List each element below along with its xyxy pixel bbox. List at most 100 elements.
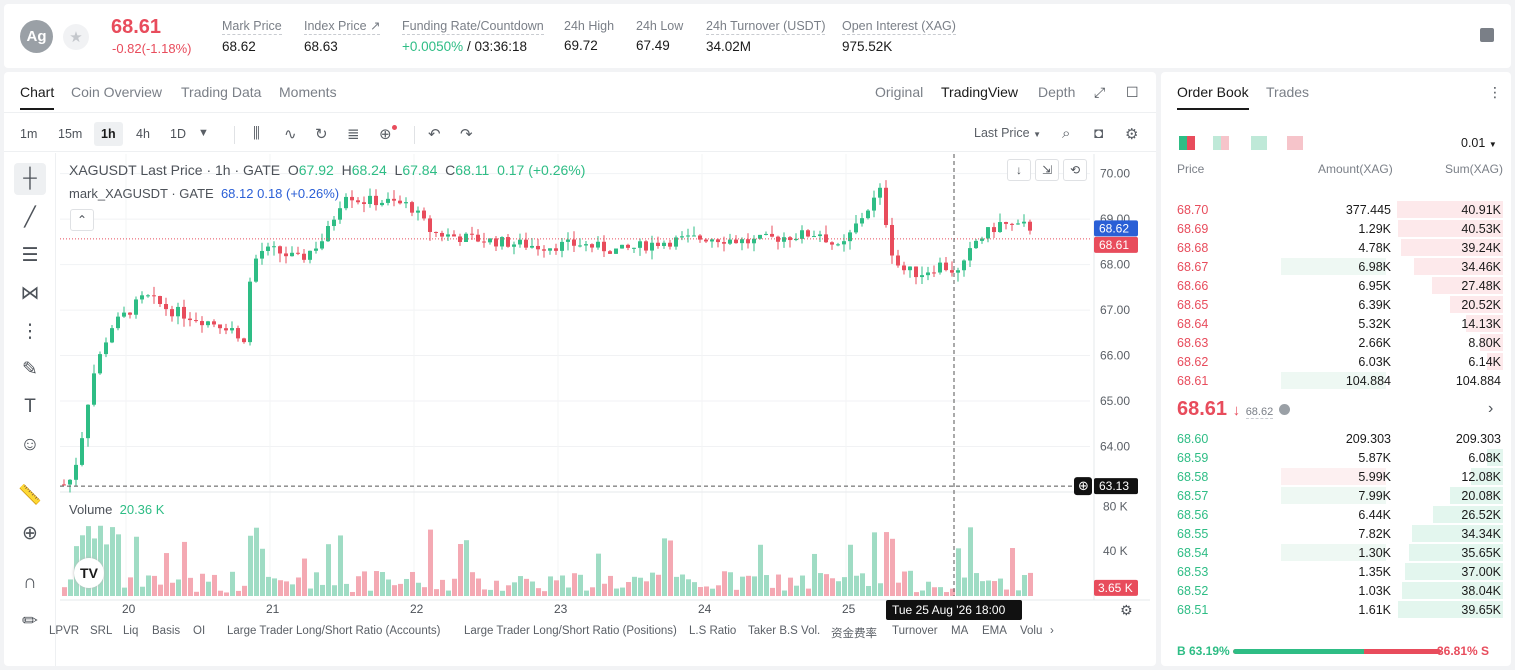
view-original[interactable]: Original: [875, 84, 924, 100]
ask-row[interactable]: 68.63 2.66K 8.80K: [1161, 333, 1511, 352]
stat-index-price[interactable]: Index Price ↗ 68.63: [304, 19, 381, 54]
template-icon[interactable]: ≣: [347, 126, 360, 143]
add-indicator-icon[interactable]: ⊕: [379, 125, 397, 143]
indicator-basis[interactable]: Basis: [152, 625, 181, 637]
tab-moments[interactable]: Moments: [279, 84, 337, 100]
pencil-icon[interactable]: ✏: [22, 610, 38, 632]
timeframe-4h[interactable]: 4h: [136, 127, 150, 141]
view-depth[interactable]: Depth: [1038, 84, 1076, 100]
pattern-icon[interactable]: ⋈: [20, 282, 40, 304]
undo-icon[interactable]: ↶: [428, 126, 441, 143]
book-icon[interactable]: [1480, 28, 1494, 42]
more-vertical-icon[interactable]: ⋮: [1488, 84, 1502, 100]
scroll-down-icon[interactable]: ↓: [1007, 159, 1031, 181]
camera-icon[interactable]: ◘: [1094, 125, 1104, 142]
indicator-ls-ratio[interactable]: L.S Ratio: [689, 625, 737, 637]
indicators-icon[interactable]: ∿: [284, 126, 297, 143]
trendline-icon[interactable]: ╱: [24, 206, 36, 228]
depth-bar: [1401, 239, 1503, 256]
timeframe-1h[interactable]: 1h: [94, 122, 123, 146]
redo-icon[interactable]: ↷: [460, 126, 473, 143]
tab-order-book[interactable]: Order Book: [1177, 84, 1249, 110]
tradingview-logo[interactable]: TV: [74, 558, 104, 588]
ask-row[interactable]: 68.70 377.445 40.91K: [1161, 200, 1511, 219]
ask-row[interactable]: 68.64 5.32K 14.13K: [1161, 314, 1511, 333]
favorite-star-icon[interactable]: ★: [63, 24, 89, 50]
bid-row[interactable]: 68.58 5.99K 12.08K: [1161, 467, 1511, 486]
indicator-volume[interactable]: Volu: [1020, 625, 1043, 637]
text-icon[interactable]: T: [24, 396, 36, 417]
indicator-ma[interactable]: MA: [951, 625, 969, 637]
bid-row[interactable]: 68.55 7.82K 34.34K: [1161, 524, 1511, 543]
collapse-icon[interactable]: ⇲: [1035, 159, 1059, 181]
chevron-down-icon[interactable]: ▼: [198, 127, 209, 139]
ask-row[interactable]: 68.68 4.78K 39.24K: [1161, 238, 1511, 257]
stat-mark-price[interactable]: Mark Price 68.62: [222, 19, 282, 54]
view-bids-icon[interactable]: [1251, 136, 1267, 150]
price-source-select[interactable]: Last Price ▼: [974, 126, 1041, 140]
bid-row[interactable]: 68.57 7.99K 20.08K: [1161, 486, 1511, 505]
fib-icon[interactable]: ⋮: [20, 320, 40, 342]
view-both-icon[interactable]: [1179, 136, 1195, 150]
expand-icon[interactable]: ⤢: [1094, 84, 1106, 100]
stat-funding-rate[interactable]: Funding Rate/Countdown +0.0050% / 03:36:…: [402, 19, 544, 54]
ask-row[interactable]: 68.66 6.95K 27.48K: [1161, 276, 1511, 295]
collapse-legend-button[interactable]: ⌃: [70, 209, 94, 231]
indicator-lt-positions[interactable]: Large Trader Long/Short Ratio (Positions…: [464, 625, 677, 637]
timeframe-1m[interactable]: 1m: [20, 127, 38, 141]
mid-price[interactable]: 68.61 ↓ 68.62: [1177, 398, 1290, 421]
replay-icon[interactable]: ↻: [315, 126, 328, 143]
timeframe-1d[interactable]: 1D: [170, 127, 186, 141]
indicator-lpvr[interactable]: LPVR: [49, 625, 80, 637]
indicator-liq[interactable]: Liq: [123, 625, 139, 637]
emoji-icon[interactable]: ☺: [20, 434, 40, 455]
tab-chart[interactable]: Chart: [20, 84, 55, 110]
zoom-icon[interactable]: ⊕: [22, 522, 38, 544]
magnet-icon[interactable]: ∩: [23, 572, 37, 593]
chevron-right-icon[interactable]: ›: [1488, 400, 1494, 417]
bid-row[interactable]: 68.53 1.35K 37.00K: [1161, 562, 1511, 581]
refresh-icon[interactable]: ⟲: [1063, 159, 1087, 181]
view-tradingview[interactable]: TradingView: [941, 84, 1019, 100]
gear-icon[interactable]: ⚙: [1125, 126, 1139, 143]
ruler-icon[interactable]: 📏: [18, 485, 42, 506]
view-split-icon[interactable]: [1213, 136, 1229, 150]
horizontal-lines-icon[interactable]: ☰: [21, 244, 39, 266]
indicator-taker-vol[interactable]: Taker B.S Vol.: [748, 625, 821, 637]
bid-row[interactable]: 68.60 209.303 209.303: [1161, 429, 1511, 448]
ask-row[interactable]: 68.67 6.98K 34.46K: [1161, 257, 1511, 276]
timeframe-15m[interactable]: 15m: [58, 127, 83, 141]
chevron-right-icon[interactable]: ›: [1050, 625, 1054, 637]
crosshair-icon[interactable]: ┼: [14, 163, 46, 195]
candle-body: [884, 187, 888, 225]
view-asks-icon[interactable]: [1287, 136, 1303, 150]
bid-row[interactable]: 68.54 1.30K 35.65K: [1161, 543, 1511, 562]
tab-trading-data[interactable]: Trading Data: [181, 84, 262, 100]
stat-open-interest[interactable]: Open Interest (XAG) 975.52K: [842, 19, 956, 54]
indicator-oi[interactable]: OI: [193, 625, 206, 637]
tab-coin-overview[interactable]: Coin Overview: [71, 84, 163, 100]
indicator-lt-accounts[interactable]: Large Trader Long/Short Ratio (Accounts): [227, 625, 441, 637]
ask-row[interactable]: 68.61 104.884 104.884: [1161, 371, 1511, 390]
search-icon[interactable]: ⌕: [1062, 125, 1071, 142]
indicator-turnover[interactable]: Turnover: [892, 625, 938, 637]
ask-row[interactable]: 68.62 6.03K 6.14K: [1161, 352, 1511, 371]
precision-select[interactable]: 0.01 ▼: [1461, 136, 1497, 150]
stat-24h-turnover[interactable]: 24h Turnover (USDT) 34.02M: [706, 19, 826, 54]
bid-row[interactable]: 68.51 1.61K 39.65K: [1161, 600, 1511, 619]
ask-row[interactable]: 68.65 6.39K 20.52K: [1161, 295, 1511, 314]
candle-type-icon[interactable]: ⫼: [253, 125, 260, 142]
bid-row[interactable]: 68.59 5.87K 6.08K: [1161, 448, 1511, 467]
indicator-ema[interactable]: EMA: [982, 625, 1007, 637]
candle-body: [374, 195, 378, 206]
indicator-funding[interactable]: 资金费率: [831, 628, 877, 640]
candle-body: [440, 232, 444, 237]
indicator-srl[interactable]: SRL: [90, 625, 113, 637]
bid-row[interactable]: 68.56 6.44K 26.52K: [1161, 505, 1511, 524]
tab-trades[interactable]: Trades: [1266, 84, 1310, 100]
brush-icon[interactable]: ✎: [22, 358, 38, 380]
ask-row[interactable]: 68.69 1.29K 40.53K: [1161, 219, 1511, 238]
window-icon[interactable]: ☐: [1126, 84, 1139, 100]
bid-row[interactable]: 68.52 1.03K 38.04K: [1161, 581, 1511, 600]
